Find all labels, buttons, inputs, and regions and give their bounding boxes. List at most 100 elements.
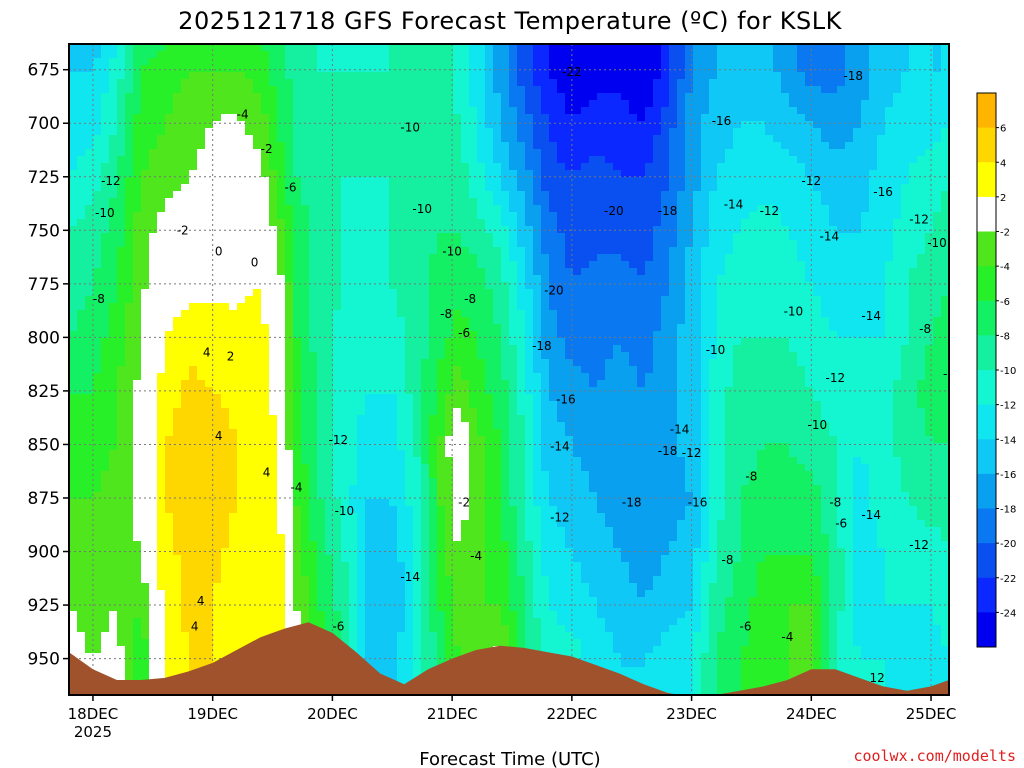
temperature-cell bbox=[493, 268, 502, 276]
temperature-cell bbox=[437, 415, 446, 423]
temperature-cell bbox=[197, 590, 206, 598]
temperature-cell bbox=[381, 373, 390, 381]
temperature-cell bbox=[485, 471, 494, 479]
temperature-cell bbox=[269, 387, 278, 395]
temperature-cell bbox=[261, 485, 270, 493]
temperature-cell bbox=[221, 135, 230, 143]
temperature-cell bbox=[261, 254, 270, 262]
temperature-cell bbox=[125, 135, 134, 143]
temperature-cell bbox=[317, 310, 326, 318]
temperature-cell bbox=[301, 443, 310, 451]
temperature-cell bbox=[197, 499, 206, 507]
temperature-cell bbox=[125, 100, 134, 108]
temperature-cell bbox=[293, 254, 302, 262]
temperature-cell bbox=[325, 520, 334, 528]
temperature-cell bbox=[477, 485, 486, 493]
temperature-cell bbox=[77, 128, 86, 136]
temperature-cell bbox=[85, 254, 94, 262]
temperature-cell bbox=[429, 338, 438, 346]
temperature-cell bbox=[381, 562, 390, 570]
temperature-cell bbox=[341, 303, 350, 311]
temperature-cell bbox=[157, 128, 166, 136]
temperature-cell bbox=[453, 387, 462, 395]
temperature-cell bbox=[189, 597, 198, 605]
temperature-cell bbox=[245, 268, 254, 276]
temperature-cell bbox=[197, 289, 206, 297]
temperature-cell bbox=[421, 345, 430, 353]
temperature-cell bbox=[365, 352, 374, 360]
temperature-cell bbox=[461, 121, 470, 129]
temperature-cell bbox=[133, 576, 142, 584]
temperature-cell bbox=[197, 233, 206, 241]
temperature-cell bbox=[245, 338, 254, 346]
temperature-cell bbox=[221, 324, 230, 332]
temperature-cell bbox=[493, 100, 502, 108]
temperature-cell bbox=[397, 394, 406, 402]
temperature-cell bbox=[245, 240, 254, 248]
temperature-cell bbox=[445, 380, 454, 388]
temperature-cell bbox=[197, 86, 206, 94]
temperature-cell bbox=[477, 569, 486, 577]
temperature-cell bbox=[309, 310, 318, 318]
temperature-cell bbox=[125, 499, 134, 507]
temperature-cell bbox=[157, 303, 166, 311]
temperature-cell bbox=[125, 128, 134, 136]
temperature-cell bbox=[365, 142, 374, 150]
temperature-cell bbox=[165, 625, 174, 633]
temperature-cell bbox=[461, 527, 470, 535]
temperature-cell bbox=[397, 79, 406, 87]
temperature-cell bbox=[437, 534, 446, 542]
temperature-cell bbox=[477, 121, 486, 129]
temperature-cell bbox=[357, 597, 366, 605]
temperature-cell bbox=[333, 576, 342, 584]
temperature-cell bbox=[213, 394, 222, 402]
temperature-cell bbox=[333, 604, 342, 612]
temperature-cell bbox=[397, 660, 406, 668]
temperature-cell bbox=[429, 534, 438, 542]
temperature-cell bbox=[301, 541, 310, 549]
temperature-cell bbox=[461, 212, 470, 220]
temperature-cell bbox=[85, 205, 94, 213]
temperature-cell bbox=[349, 485, 358, 493]
temperature-cell bbox=[77, 261, 86, 269]
temperature-cell bbox=[325, 79, 334, 87]
temperature-cell bbox=[141, 653, 150, 661]
temperature-cell bbox=[437, 422, 446, 430]
temperature-cell bbox=[421, 128, 430, 136]
temperature-cell bbox=[477, 79, 486, 87]
temperature-cell bbox=[469, 597, 478, 605]
temperature-cell bbox=[253, 394, 262, 402]
temperature-cell bbox=[485, 604, 494, 612]
temperature-cell bbox=[117, 296, 126, 304]
temperature-cell bbox=[429, 191, 438, 199]
temperature-cell bbox=[213, 625, 222, 633]
temperature-cell bbox=[421, 429, 430, 437]
temperature-cell bbox=[173, 289, 182, 297]
temperature-cell bbox=[381, 156, 390, 164]
temperature-cell bbox=[429, 240, 438, 248]
temperature-cell bbox=[77, 107, 86, 115]
temperature-cell bbox=[485, 576, 494, 584]
temperature-cell bbox=[277, 492, 286, 500]
temperature-cell bbox=[429, 163, 438, 171]
temperature-cell bbox=[237, 583, 246, 591]
temperature-cell bbox=[69, 625, 78, 633]
temperature-cell bbox=[133, 373, 142, 381]
temperature-cell bbox=[125, 79, 134, 87]
temperature-cell bbox=[485, 611, 494, 619]
temperature-cell bbox=[421, 569, 430, 577]
temperature-cell bbox=[93, 310, 102, 318]
temperature-cell bbox=[341, 436, 350, 444]
temperature-cell bbox=[277, 142, 286, 150]
temperature-cell bbox=[189, 254, 198, 262]
temperature-cell bbox=[133, 548, 142, 556]
temperature-cell bbox=[221, 142, 230, 150]
temperature-cell bbox=[133, 639, 142, 647]
temperature-cell bbox=[125, 93, 134, 101]
temperature-cell bbox=[141, 555, 150, 563]
temperature-cell bbox=[421, 72, 430, 80]
temperature-cell bbox=[229, 254, 238, 262]
temperature-cell bbox=[85, 331, 94, 339]
temperature-cell bbox=[405, 268, 414, 276]
temperature-cell bbox=[301, 184, 310, 192]
